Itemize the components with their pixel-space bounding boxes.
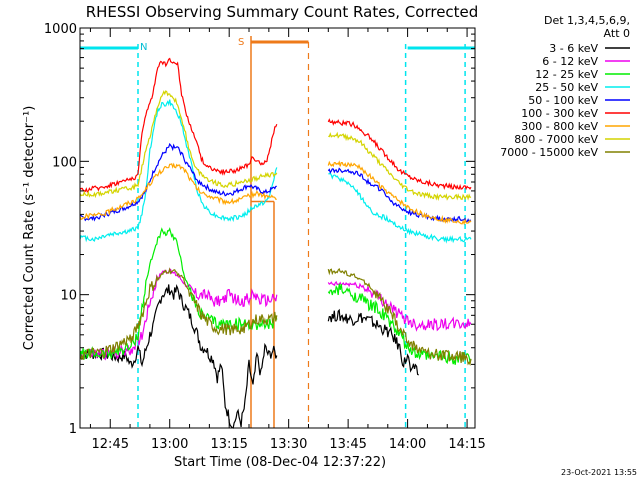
legend-header-0: Det 1,3,4,5,6,9,: [544, 14, 630, 27]
legend-label-0: 3 - 6 keV: [549, 42, 598, 55]
series-line-2-1: [327, 283, 472, 365]
timestamp-label: 23-Oct-2021 13:55: [561, 468, 637, 477]
saa-marker-label: S: [238, 37, 244, 48]
legend-label-6: 300 - 800 keV: [521, 120, 598, 133]
legend-label-4: 50 - 100 keV: [528, 94, 598, 107]
series-line-7-0: [79, 90, 278, 199]
legend-label-1: 6 - 12 keV: [542, 55, 598, 68]
x-tick-label: 13:45: [329, 437, 366, 452]
series-line-6-0: [79, 162, 277, 221]
night-marker-label: N: [140, 42, 147, 53]
x-tick-label: 13:00: [151, 437, 188, 452]
x-tick-label: 14:00: [389, 437, 426, 452]
series-line-7-1: [328, 131, 472, 202]
legend-label-7: 800 - 7000 keV: [514, 133, 598, 146]
series-line-1-1: [327, 280, 472, 332]
x-tick-label: 13:15: [210, 437, 247, 452]
x-tick-label: 14:15: [448, 437, 485, 452]
y-tick-label: 10: [60, 289, 77, 304]
series-line-5-0: [79, 57, 278, 193]
series-line-6-1: [327, 160, 472, 226]
series-line-2-0: [79, 227, 278, 360]
series-layer: [79, 57, 472, 429]
legend-label-2: 12 - 25 keV: [535, 68, 598, 81]
series-line-5-1: [327, 118, 472, 191]
x-tick-label: 13:30: [270, 437, 307, 452]
legend-label-5: 100 - 300 keV: [521, 107, 598, 120]
x-tick-label: 12:45: [92, 437, 129, 452]
plot-frame: [79, 27, 476, 429]
series-line-8-1: [327, 267, 472, 366]
series-line-8-0: [79, 267, 278, 361]
legend-label-8: 7000 - 15000 keV: [500, 146, 598, 159]
series-line-3-0: [79, 99, 278, 243]
y-tick-label: 1000: [44, 22, 77, 37]
y-axis-label: Corrected Count Rate (s⁻¹ detector⁻¹): [22, 106, 37, 351]
axes-layer: 1 10 100 1000 12:45 13:00 13:15 13:30 13:45 14:00…: [44, 22, 486, 452]
chart-title: RHESSI Observing Summary Count Rates, Co…: [86, 3, 479, 21]
x-axis-label: Start Time (08-Dec-04 12:37:22): [174, 455, 386, 470]
series-line-0-1: [327, 308, 419, 376]
series-line-4-1: [327, 167, 472, 224]
series-line-0-0: [79, 284, 278, 429]
y-tick-label: 1: [69, 422, 77, 437]
series-line-3-1: [328, 172, 472, 244]
series-line-1-0: [79, 267, 278, 361]
y-tick-label: 100: [52, 155, 77, 170]
legend-header-1: Att 0: [604, 27, 630, 40]
legend-label-3: 25 - 50 keV: [535, 81, 598, 94]
